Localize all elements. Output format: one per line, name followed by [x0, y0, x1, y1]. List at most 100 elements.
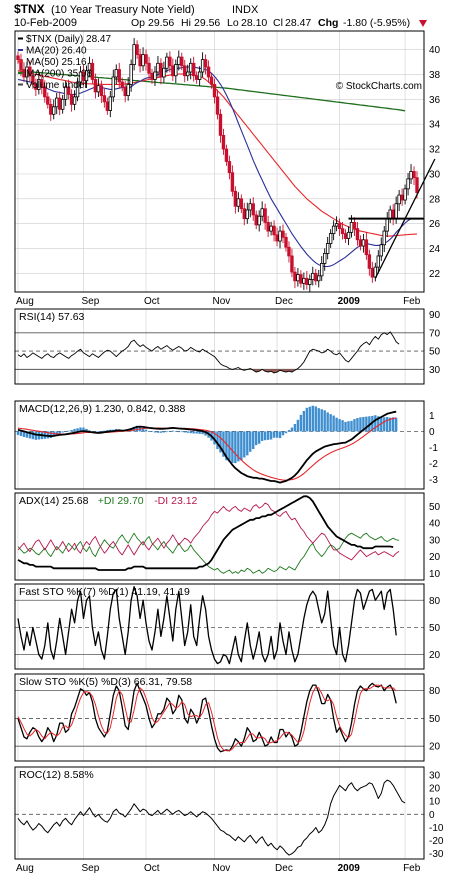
candle-body: [349, 221, 354, 233]
macd-histogram-bar: [332, 415, 335, 432]
candle-body: [361, 239, 366, 247]
candle-body: [290, 255, 294, 273]
y-tick-label: 1: [429, 411, 435, 422]
x-tick-label: Nov: [213, 296, 231, 307]
candle-body: [212, 84, 217, 98]
legend-entry: Fast STO %K(7) %D(1) 41.19, 41.19: [19, 586, 190, 598]
macd-histogram-bar: [213, 431, 216, 445]
candle-body: [183, 65, 187, 77]
macd-histogram-bar: [204, 431, 207, 436]
candle-body: [206, 66, 211, 78]
candle-body: [346, 231, 351, 239]
slow-sto-panel: 20 50 80 Slow STO %K(5) %D(3) 66.31, 79.58: [14, 673, 441, 762]
macd-histogram-bar: [201, 431, 204, 435]
candle-body: [370, 267, 375, 278]
candle-body: [200, 59, 205, 73]
candle-body: [260, 208, 264, 217]
macd-histogram-bar: [147, 431, 151, 432]
macd-histogram-bar: [377, 416, 380, 432]
candle-body: [19, 59, 23, 70]
candle-body: [90, 62, 95, 80]
macd-histogram-bar: [287, 429, 291, 432]
macd-histogram-bar: [255, 431, 258, 446]
y-tick-label: 26: [429, 219, 441, 230]
down-arrow-icon: [419, 20, 427, 27]
high-label: Hi: [181, 17, 191, 29]
candle-body: [266, 221, 270, 232]
slow-sto-d-line: [17, 684, 397, 752]
macd-histogram-bar: [365, 416, 368, 432]
macd-histogram-bar: [368, 416, 371, 432]
macd-histogram-bar: [260, 431, 264, 441]
candle-body: [343, 233, 348, 239]
macd-histogram-bar: [386, 416, 389, 432]
candle-body: [406, 178, 410, 190]
macd-histogram-bar: [290, 427, 294, 432]
candle-body: [388, 209, 392, 220]
candle-body: [55, 97, 59, 108]
y-tick-label: 20: [429, 650, 441, 661]
open-value: 29.56: [148, 17, 174, 29]
candle-body: [99, 85, 104, 97]
macd-histogram-bar: [389, 417, 392, 432]
macd-histogram-bar: [22, 431, 26, 438]
legend-entry: Volume undef: [26, 80, 87, 91]
macd-histogram-bar: [263, 431, 267, 441]
y-tick-label: 50: [429, 623, 441, 634]
y-tick-label: 10: [429, 797, 441, 808]
candle-body: [320, 263, 324, 277]
macd-histogram-bar: [323, 410, 326, 432]
minus-di-line: [17, 502, 400, 561]
y-tick-label: -3: [429, 475, 438, 486]
candle-body: [215, 96, 220, 115]
macd-histogram-bar: [150, 431, 154, 432]
macd-histogram-bar: [308, 406, 312, 432]
y-tick-label: -30: [429, 849, 444, 860]
candle-body: [180, 56, 184, 67]
macd-histogram-bar: [141, 427, 145, 432]
macd-histogram-bar: [329, 414, 332, 432]
candle-body: [367, 254, 372, 269]
macd-histogram-bar: [97, 431, 100, 433]
y-tick-label: 50: [429, 714, 441, 725]
macd-histogram-bar: [189, 431, 192, 434]
legend-entry: ROC(12) 8.58%: [19, 769, 94, 781]
macd-panel: -3 -2 -1 0 1 MACD(12,26,9) 1.230, 0.842, 0.38…: [14, 400, 438, 490]
macd-histogram-bar: [305, 407, 309, 432]
candle-body: [194, 75, 199, 80]
quote-date: 10-Feb-2009: [14, 17, 77, 29]
x-tick-label: Dec: [275, 296, 293, 307]
candle-body: [218, 113, 223, 136]
macd-histogram-bar: [177, 431, 180, 433]
y-tick-label: 70: [429, 328, 441, 339]
macd-histogram-bar: [186, 431, 189, 433]
macd-histogram-bar: [28, 431, 32, 439]
macd-histogram-bar: [135, 425, 139, 432]
candle-body: [153, 71, 157, 80]
candle-body: [69, 93, 74, 105]
macd-histogram-bar: [278, 431, 282, 439]
candle-body: [105, 101, 110, 111]
macd-histogram-bar: [272, 431, 276, 438]
x-tick-label: Sep: [82, 296, 100, 307]
panel-frame: [14, 673, 425, 762]
candle-body: [254, 214, 258, 226]
y-tick-label: 30: [429, 770, 441, 781]
macd-histogram-bar: [344, 421, 347, 432]
candle-body: [311, 272, 315, 280]
candle-body: [236, 198, 241, 207]
low-value: 28.10: [241, 17, 267, 29]
candle-body: [272, 225, 276, 236]
candle-body: [66, 86, 71, 95]
macd-histogram-bar: [347, 421, 350, 432]
macd-histogram-bar: [168, 431, 172, 432]
legend-entry: ADX(14) 25.68: [19, 495, 89, 507]
macd-histogram-bar: [165, 431, 169, 433]
macd-histogram-bar: [85, 428, 88, 432]
candle-body: [60, 98, 65, 110]
macd-histogram-bar: [67, 430, 70, 432]
macd-histogram-bar: [293, 424, 297, 432]
